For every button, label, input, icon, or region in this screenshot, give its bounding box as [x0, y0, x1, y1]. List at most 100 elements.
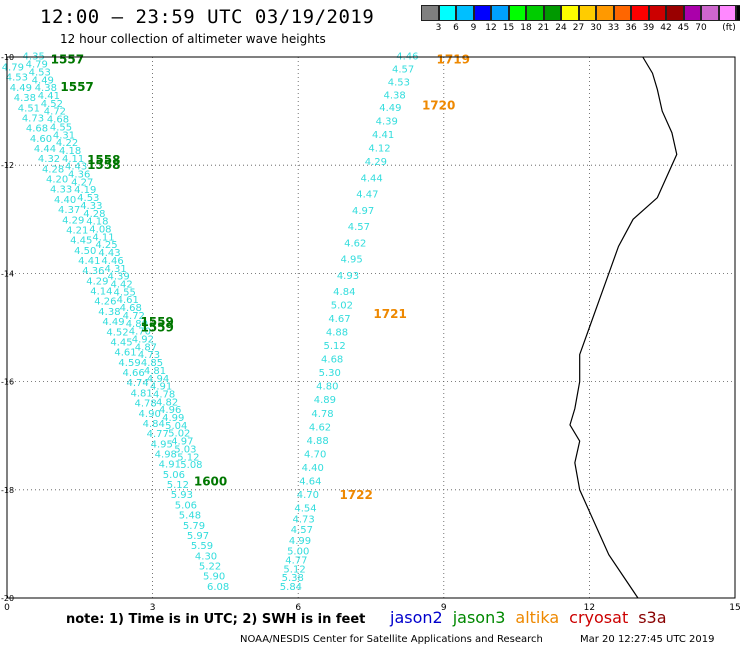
wave-height-value: 4.85	[141, 358, 163, 369]
wave-height-value: 4.78	[311, 409, 333, 420]
time-label: 1558	[87, 158, 120, 172]
wave-height-value: 4.11	[62, 154, 84, 165]
time-label: 1600	[194, 475, 227, 489]
legend-label: 42	[660, 23, 672, 33]
wave-height-value: 4.43	[98, 248, 120, 259]
wave-height-value: 5.04	[165, 421, 187, 432]
wave-height-value: 4.95	[151, 439, 173, 450]
legend-label: 18	[520, 23, 532, 33]
wave-height-value: 4.38	[14, 93, 36, 104]
wave-height-value: 4.93	[337, 271, 359, 282]
wave-height-value: 4.73	[293, 514, 315, 525]
wave-height-value: 4.68	[120, 303, 142, 314]
legend-swatch	[701, 5, 719, 21]
legend-label: 15	[502, 23, 515, 33]
wave-height-value: 4.97	[352, 206, 374, 217]
wave-height-value: 4.81	[131, 388, 153, 399]
wave-height-value: 4.81	[144, 366, 166, 377]
wave-height-value: 4.53	[29, 67, 51, 78]
wave-height-value: 4.57	[291, 525, 313, 536]
legend-swatch	[631, 5, 649, 21]
wave-height-value: 4.91	[159, 460, 181, 471]
wave-height-value: 4.70	[129, 327, 151, 338]
wave-height-value: 5.12	[177, 452, 199, 463]
wave-height-value: 4.38	[35, 83, 57, 94]
wave-height-value: 4.70	[297, 490, 319, 501]
x-tick-label: 3	[150, 603, 156, 613]
wave-height-value: 4.53	[388, 77, 410, 88]
legend-label: 12	[485, 23, 497, 33]
wave-height-value: 4.77	[147, 429, 169, 440]
wave-height-value: 4.43	[65, 162, 87, 173]
wave-height-value: 4.39	[376, 117, 398, 128]
wave-height-value: 4.94	[147, 374, 169, 385]
wave-height-value: 4.53	[77, 193, 99, 204]
legend-label: (ft)	[722, 23, 736, 33]
wave-height-value: 4.72	[44, 107, 66, 118]
wave-height-value: 4.14	[90, 287, 112, 298]
legend-label: 27	[572, 23, 585, 33]
wave-height-value: 5.84	[280, 582, 302, 593]
legend-label: 6	[453, 23, 459, 33]
map-subtitle: 12 hour collection of altimeter wave hei…	[60, 32, 326, 46]
wave-height-value: 4.20	[46, 175, 68, 186]
wave-height-value: 4.08	[89, 225, 111, 236]
x-tick-label: 15	[729, 603, 740, 613]
y-tick-label: -14	[1, 269, 14, 278]
wave-height-value: 4.36	[68, 170, 90, 181]
wave-height-value: 4.59	[118, 358, 140, 369]
wave-height-value: 4.72	[123, 311, 145, 322]
legend-swatch	[578, 5, 596, 21]
wave-height-value: 5.06	[163, 470, 185, 481]
legend-label: 30	[590, 23, 602, 33]
wave-height-value: 4.53	[6, 73, 28, 84]
wave-height-value: 5.00	[287, 547, 309, 558]
wave-height-value: 5.90	[203, 572, 225, 583]
wave-height-value: 4.96	[159, 405, 181, 416]
satellite-name: jason2	[390, 608, 443, 627]
wave-height-value: 4.95	[340, 255, 362, 266]
wave-height-value: 4.49	[102, 317, 124, 328]
wave-height-value: 4.38	[98, 307, 120, 318]
wave-height-value: 4.99	[162, 413, 184, 424]
wave-height-value: 4.98	[155, 449, 177, 460]
legend-swatch	[526, 5, 544, 21]
wave-height-value: 4.49	[32, 75, 54, 86]
credit-line: NOAA/NESDIS Center for Satellite Applica…	[240, 634, 543, 645]
wave-height-value: 4.82	[156, 397, 178, 408]
wave-height-value: 4.31	[104, 264, 126, 275]
time-label: 1722	[339, 488, 372, 502]
wave-height-value: 4.50	[74, 246, 96, 257]
y-tick-label: -18	[1, 486, 14, 495]
wave-height-value: 4.40	[302, 463, 324, 474]
legend-swatch	[596, 5, 614, 21]
wave-height-value: 5.79	[183, 521, 205, 532]
wave-height-value: 4.41	[38, 91, 60, 102]
map-grid	[7, 57, 735, 598]
wave-height-value: 5.02	[168, 429, 190, 440]
wave-height-value: 4.79	[26, 60, 48, 71]
legend-label: 70	[695, 23, 707, 33]
legend-label: 33	[607, 23, 620, 33]
wave-height-value: 4.52	[41, 99, 63, 110]
wave-height-value: 5.30	[319, 368, 341, 379]
wave-height-value: 4.89	[314, 395, 336, 406]
legend-label: 24	[555, 23, 567, 33]
wave-height-value: 4.61	[117, 295, 139, 306]
wave-height-value: 4.42	[111, 279, 133, 290]
wave-height-value: 4.70	[304, 449, 326, 460]
time-label: 1558	[87, 153, 120, 167]
wave-height-value: 4.30	[195, 551, 217, 562]
legend-swatch	[491, 5, 509, 21]
wave-height-value: 4.19	[74, 185, 96, 196]
wave-height-value: 4.62	[309, 422, 331, 433]
time-label: 1557	[51, 53, 84, 67]
wave-height-value: 4.37	[58, 205, 80, 216]
map-title: 12:00 – 23:59 UTC 03/19/2019	[40, 6, 375, 28]
legend-swatch	[543, 5, 561, 21]
map-frame	[6, 56, 736, 599]
wave-height-value: 4.55	[50, 122, 72, 133]
wave-height-value: 4.12	[368, 144, 390, 155]
y-tick-label: -12	[1, 161, 14, 170]
satellite-name: altika	[515, 608, 560, 627]
